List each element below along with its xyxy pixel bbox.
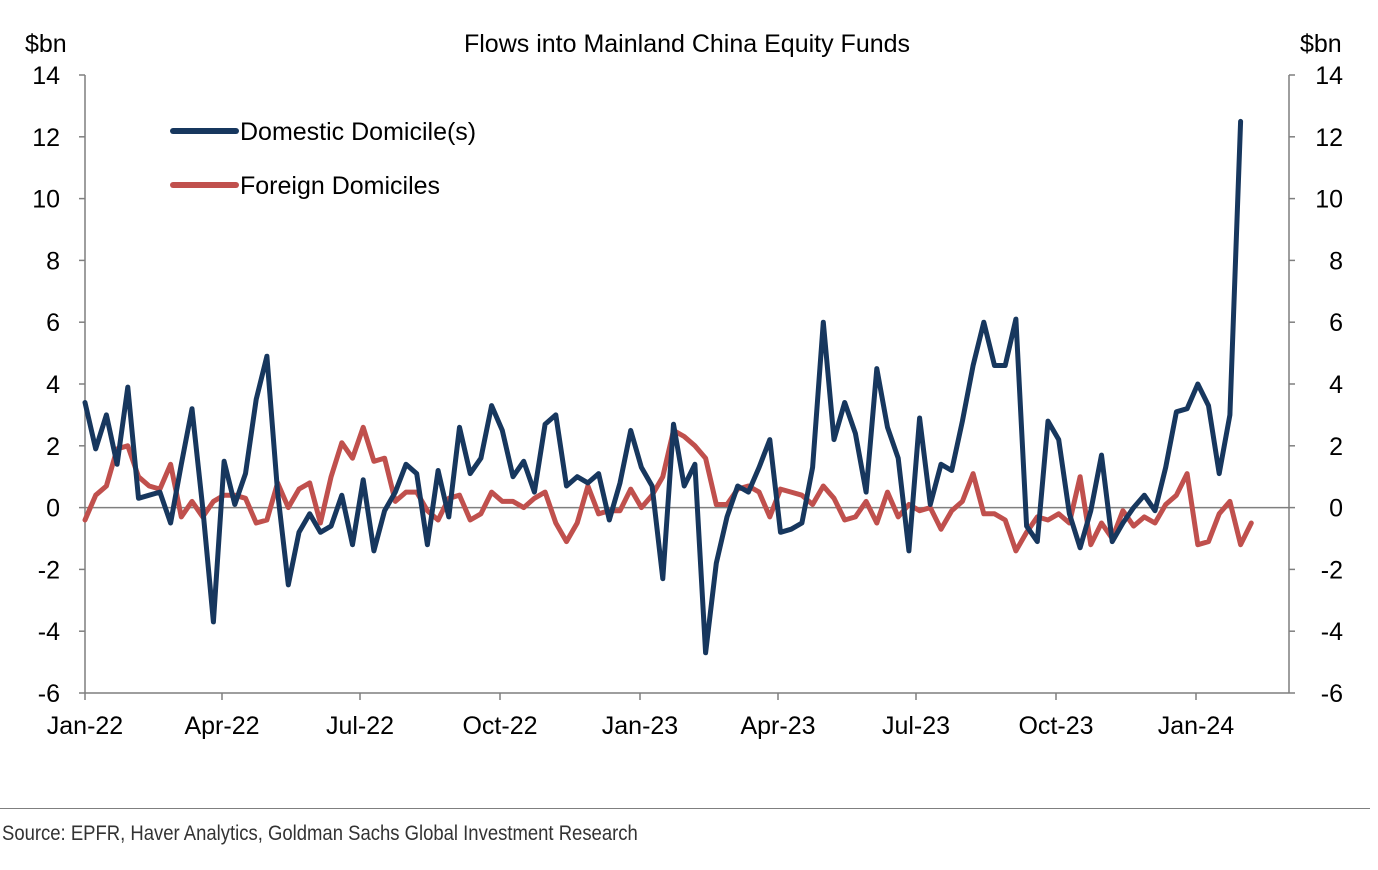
y-tick-label-left: -4 bbox=[38, 618, 60, 646]
x-tick-label: Jan-24 bbox=[1158, 712, 1235, 740]
legend: Domestic Domicile(s) Foreign Domiciles bbox=[170, 118, 476, 200]
chart-title: Flows into Mainland China Equity Funds bbox=[464, 30, 910, 58]
x-tick-label: Jul-22 bbox=[326, 712, 394, 740]
x-tick-label: Jan-22 bbox=[47, 712, 123, 740]
series-line-domestic bbox=[82, 118, 1244, 656]
x-tick-label: Apr-22 bbox=[184, 712, 259, 740]
y-tick-label-left: -6 bbox=[38, 680, 60, 708]
legend-label-foreign: Foreign Domiciles bbox=[240, 172, 440, 200]
x-tick-label: Jul-23 bbox=[882, 712, 950, 740]
y-tick-label-right: 4 bbox=[1329, 371, 1343, 399]
y-tick-label-right: 6 bbox=[1329, 309, 1343, 337]
y-tick-label-left: -2 bbox=[38, 556, 60, 584]
y-tick-label-right: -2 bbox=[1321, 556, 1343, 584]
y-tick-label-left: 6 bbox=[46, 309, 60, 337]
y-axis-label-right: $bn bbox=[1300, 30, 1342, 58]
y-tick-label-right: 0 bbox=[1329, 495, 1343, 523]
y-tick-label-left: 4 bbox=[46, 371, 60, 399]
y-tick-label-right: 8 bbox=[1329, 247, 1343, 275]
y-tick-label-right: 10 bbox=[1315, 186, 1343, 214]
y-tick-label-left: 12 bbox=[32, 124, 60, 152]
series-layer bbox=[82, 118, 1254, 656]
y-tick-label-left: 0 bbox=[46, 495, 60, 523]
y-tick-label-right: -4 bbox=[1321, 618, 1343, 646]
x-tick-label: Jan-23 bbox=[602, 712, 678, 740]
x-tick-label: Oct-23 bbox=[1018, 712, 1093, 740]
y-tick-label-left: 2 bbox=[46, 433, 60, 461]
y-tick-label-right: 14 bbox=[1315, 62, 1343, 90]
y-tick-label-left: 8 bbox=[46, 247, 60, 275]
source-divider bbox=[0, 808, 1370, 809]
axes-layer: 14 14 12 12 10 10 8 8 6 6 4 4 2 2 0 0 -2 -2 -4 -4 -6 -6 Jan-22… bbox=[32, 62, 1343, 740]
y-tick-label-right: 12 bbox=[1315, 124, 1343, 152]
source-note: Source: EPFR, Haver Analytics, Goldman S… bbox=[2, 822, 638, 845]
x-tick-label: Oct-22 bbox=[462, 712, 537, 740]
y-tick-label-left: 14 bbox=[32, 62, 60, 90]
y-tick-label-right: 2 bbox=[1329, 433, 1343, 461]
y-axis-label-left: $bn bbox=[25, 30, 67, 58]
y-tick-label-left: 10 bbox=[32, 186, 60, 214]
flows-line-chart: Flows into Mainland China Equity Funds $… bbox=[25, 30, 1343, 740]
legend-label-domestic: Domestic Domicile(s) bbox=[240, 118, 476, 146]
y-tick-label-right: -6 bbox=[1321, 680, 1343, 708]
x-tick-label: Apr-23 bbox=[740, 712, 815, 740]
